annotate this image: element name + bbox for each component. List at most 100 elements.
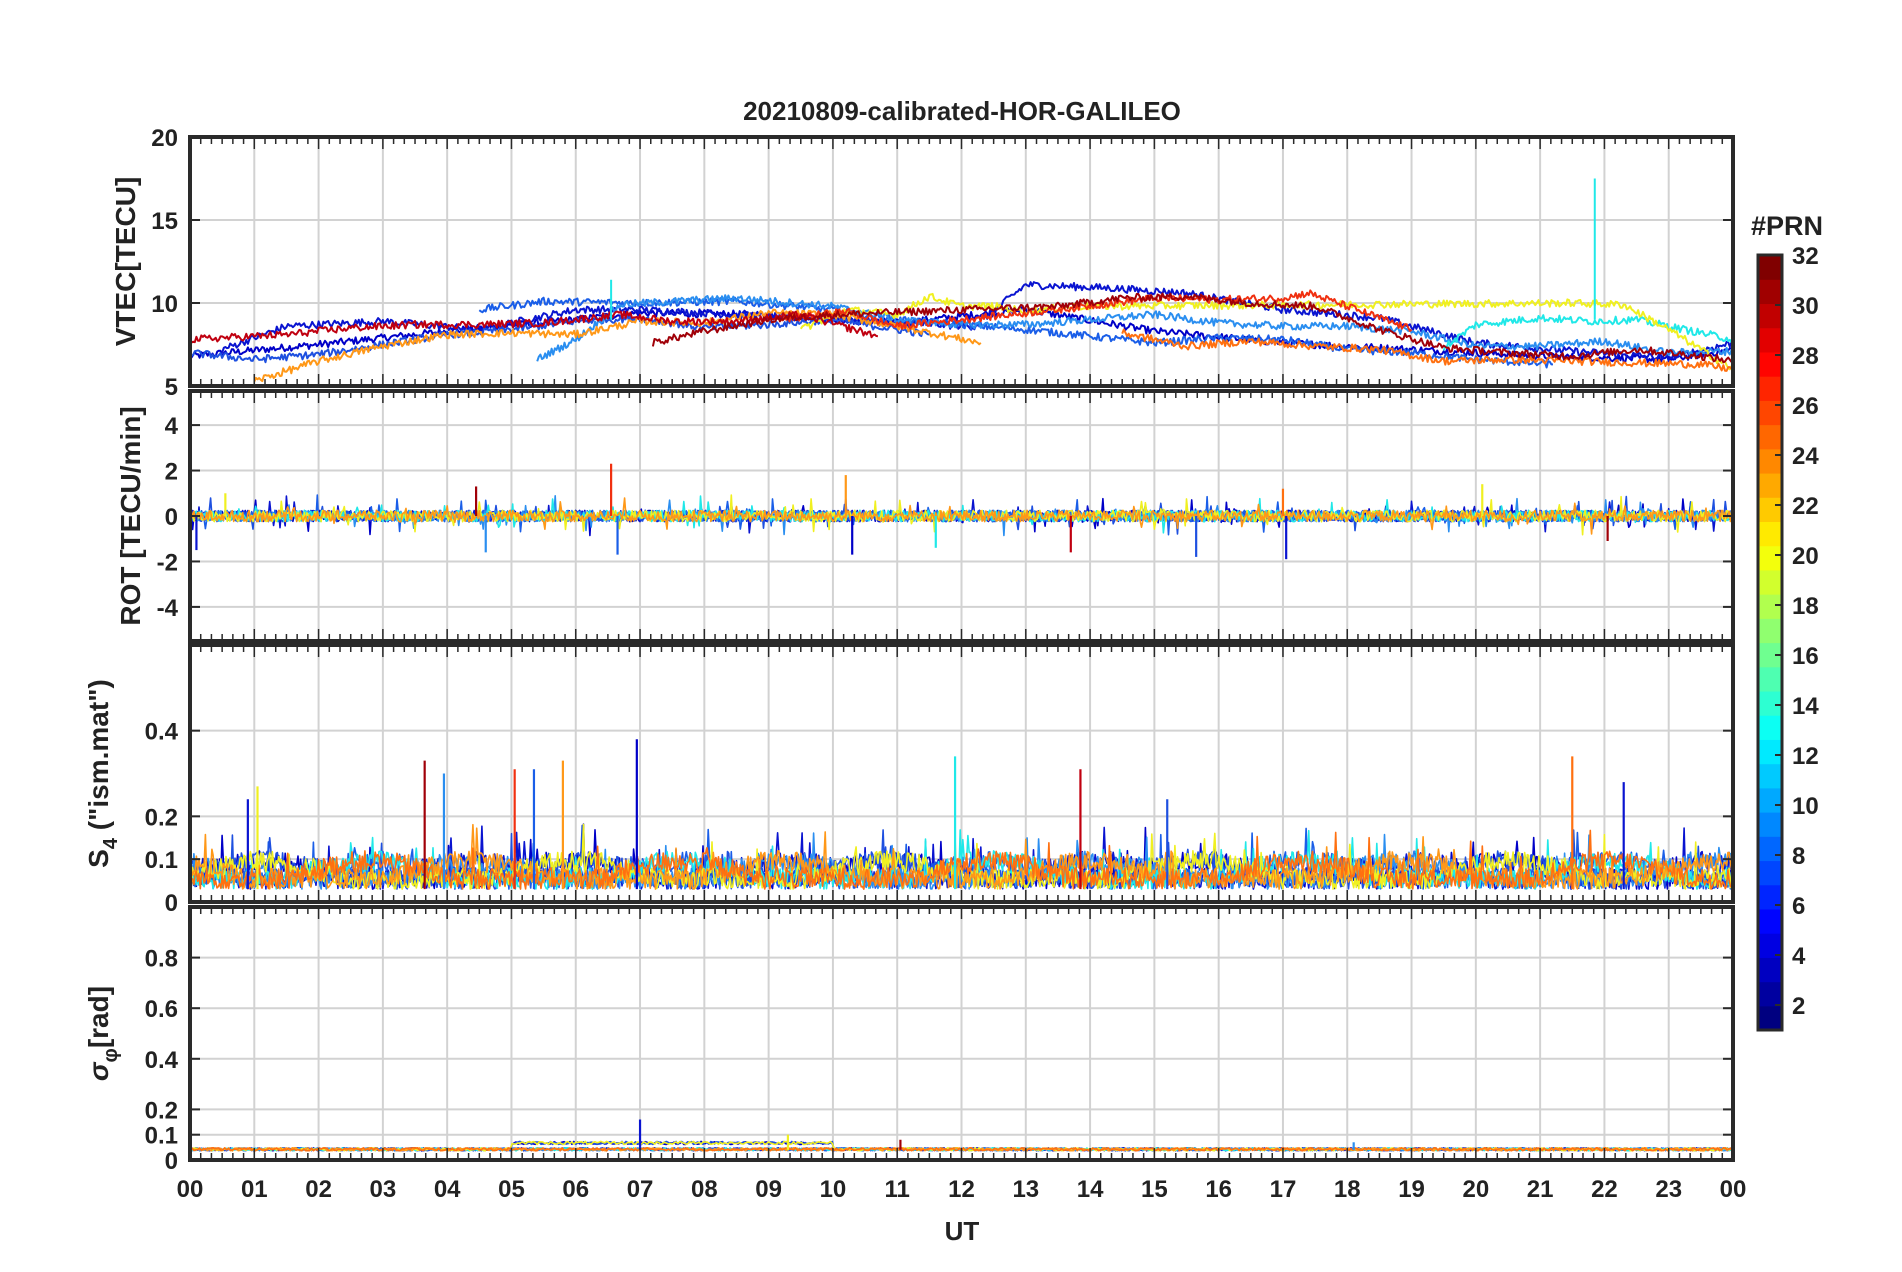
colorbar-cell bbox=[1758, 618, 1782, 644]
panel-grid bbox=[190, 907, 1733, 1160]
y-tick-label: 0.6 bbox=[145, 996, 178, 1023]
colorbar-label: #PRN bbox=[1751, 211, 1823, 241]
colorbar-cell bbox=[1758, 279, 1782, 305]
x-tick-label: 18 bbox=[1334, 1176, 1361, 1203]
panel-data bbox=[190, 178, 1733, 383]
colorbar-tick-label: 20 bbox=[1792, 543, 1819, 570]
x-tick-label: 20 bbox=[1462, 1176, 1489, 1203]
x-tick-label: 10 bbox=[820, 1176, 847, 1203]
y-tick-label: 0 bbox=[165, 1148, 178, 1175]
x-tick-label: 11 bbox=[885, 1176, 910, 1203]
y-tick-label: 4 bbox=[165, 413, 179, 440]
x-tick-label: 07 bbox=[627, 1176, 654, 1203]
x-tick-label: 13 bbox=[1012, 1176, 1039, 1203]
y-tick-label: 0.4 bbox=[145, 719, 179, 746]
colorbar-cell bbox=[1758, 739, 1782, 765]
y-label-rest: ("ism.mat") bbox=[83, 679, 114, 838]
panel-minor-ticks bbox=[189, 645, 1734, 902]
y-label-rest: [rad] bbox=[83, 986, 114, 1048]
colorbar-frame bbox=[1756, 253, 1784, 1032]
colorbar-tick-label: 16 bbox=[1792, 643, 1819, 670]
y-axis-label-s4: S4 ("ism.mat") bbox=[83, 679, 122, 868]
colorbar-cell bbox=[1758, 594, 1782, 619]
y-axis-label-rot: ROT [TECU/min] bbox=[115, 406, 146, 625]
y-label-sub: 4 bbox=[100, 837, 122, 849]
colorbar-tick-label: 24 bbox=[1792, 443, 1819, 470]
y-tick-label: 20 bbox=[151, 125, 178, 152]
colorbar-tick-label: 10 bbox=[1792, 793, 1819, 820]
y-label-main: σ bbox=[83, 1061, 114, 1081]
y-tick-label: 0.2 bbox=[145, 1097, 178, 1124]
vtec-line-prn-10 bbox=[536, 294, 1733, 362]
x-tick-label: 04 bbox=[434, 1176, 461, 1203]
colorbar-tick-label: 6 bbox=[1792, 893, 1805, 920]
y-tick-label: 0 bbox=[165, 890, 178, 917]
x-tick-label: 03 bbox=[370, 1176, 397, 1203]
x-tick-label: 06 bbox=[562, 1176, 589, 1203]
colorbar-cell bbox=[1758, 860, 1782, 886]
vtec-line-prn-25 bbox=[1121, 328, 1733, 372]
panel-minor-ticks bbox=[189, 907, 1734, 1160]
y-tick-label: 0.8 bbox=[145, 946, 178, 973]
x-tick-label: 22 bbox=[1591, 1176, 1618, 1203]
y-tick-label: -2 bbox=[157, 549, 178, 576]
x-tick-label: 05 bbox=[498, 1176, 525, 1203]
y-tick-label: 15 bbox=[151, 208, 178, 235]
panel-minor-ticks bbox=[189, 391, 1734, 641]
colorbar-tick-label: 12 bbox=[1792, 743, 1819, 770]
colorbar-tick-label: 8 bbox=[1792, 843, 1805, 870]
colorbar-tick-label: 28 bbox=[1792, 343, 1819, 370]
colorbar-tick-label: 14 bbox=[1792, 693, 1819, 720]
x-tick-label: 08 bbox=[691, 1176, 718, 1203]
colorbar-cell bbox=[1758, 715, 1782, 740]
s4-trace-prn-25 bbox=[190, 829, 1733, 890]
colorbar-cell bbox=[1758, 666, 1782, 692]
panel-data bbox=[190, 739, 1733, 890]
colorbar-cell bbox=[1758, 255, 1782, 280]
colorbar-cell bbox=[1758, 327, 1782, 353]
x-axis-label: UT bbox=[945, 1216, 980, 1246]
x-tick-label: 15 bbox=[1141, 1176, 1168, 1203]
rot-trace-prn-23 bbox=[190, 497, 1733, 535]
colorbar-cell bbox=[1758, 933, 1782, 958]
colorbar-cell bbox=[1758, 545, 1782, 571]
colorbar-tick-label: 30 bbox=[1792, 293, 1819, 320]
colorbar-cell bbox=[1758, 351, 1782, 377]
colorbar-tick-label: 4 bbox=[1792, 943, 1806, 970]
vtec-line-prn-31 bbox=[651, 292, 1733, 364]
y-label-sub: φ bbox=[100, 1048, 122, 1062]
x-tick-label: 01 bbox=[241, 1176, 268, 1203]
colorbar-cell bbox=[1758, 472, 1782, 498]
panel-rot: -4 -2 0 2 4 ROT [TECU/min] bbox=[115, 389, 1735, 643]
x-tick-label: 02 bbox=[305, 1176, 332, 1203]
panel-vtec: 5 10 15 20 VTEC[TECU] bbox=[110, 125, 1735, 401]
x-axis: 00 01 02 03 04 05 06 07 08 09 10 11 12 13 14 15 16 17 18 19… bbox=[177, 1176, 1747, 1203]
y-tick-label: 2 bbox=[165, 459, 178, 486]
x-tick-label: 12 bbox=[948, 1176, 975, 1203]
x-tick-label: 17 bbox=[1270, 1176, 1297, 1203]
y-tick-label: 0 bbox=[165, 504, 178, 531]
panel-data bbox=[190, 463, 1733, 560]
vtec-line-prn-20 bbox=[799, 292, 1733, 371]
colorbar-cell bbox=[1758, 763, 1782, 789]
x-tick-label: 14 bbox=[1077, 1176, 1104, 1203]
y-tick-label: 0.4 bbox=[145, 1047, 179, 1074]
colorbar-cell bbox=[1758, 787, 1782, 813]
x-tick-label: 23 bbox=[1655, 1176, 1682, 1203]
y-tick-label: 0.1 bbox=[145, 847, 178, 874]
y-axis-label-sigma: σφ[rad] bbox=[83, 986, 122, 1081]
colorbar-cell bbox=[1758, 303, 1782, 329]
colorbar-cell bbox=[1758, 908, 1782, 934]
x-tick-label: 00 bbox=[177, 1176, 204, 1203]
colorbar-cell bbox=[1758, 812, 1782, 837]
rot-trace-prn-20 bbox=[190, 494, 1733, 536]
colorbar-cell bbox=[1758, 448, 1782, 474]
x-tick-label: 00 bbox=[1720, 1176, 1747, 1203]
colorbar-cell bbox=[1758, 521, 1782, 547]
colorbar-cell bbox=[1758, 376, 1782, 401]
panel-sigma: 00.10.2 0.4 0.6 0.8 σφ[rad] bbox=[83, 905, 1735, 1175]
x-tick-label: 09 bbox=[755, 1176, 782, 1203]
vtec-line-prn-13 bbox=[1442, 314, 1733, 351]
